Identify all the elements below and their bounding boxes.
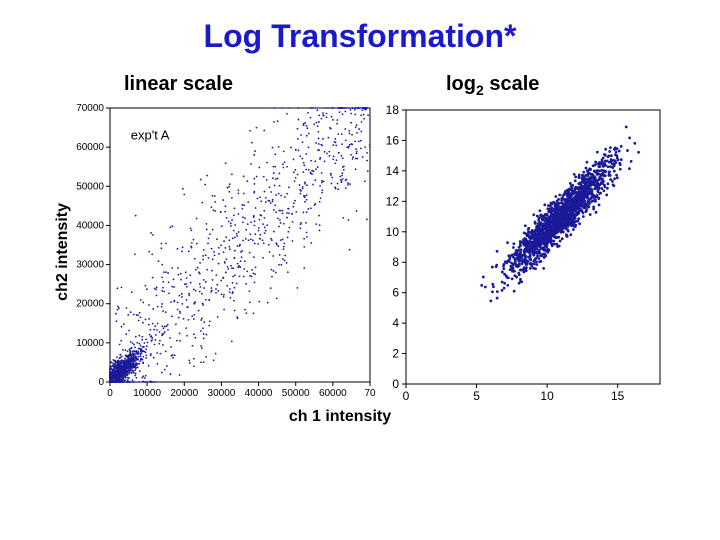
svg-text:70000: 70000 — [76, 103, 104, 114]
svg-text:15: 15 — [611, 389, 625, 403]
svg-text:40000: 40000 — [245, 388, 273, 399]
svg-text:0: 0 — [107, 388, 113, 399]
left-panel: linear scale ch2 intensity 0 10000 20000 30… — [54, 73, 376, 402]
log-scatter-plot: 0 5 10 15 0 2 4 6 8 10 12 14 16 18 — [376, 104, 666, 404]
svg-text:18: 18 — [386, 104, 400, 117]
svg-text:2: 2 — [392, 347, 399, 361]
svg-text:12: 12 — [386, 194, 400, 208]
svg-text:20000: 20000 — [76, 299, 104, 310]
svg-text:10: 10 — [386, 225, 400, 239]
svg-text:0: 0 — [98, 377, 104, 388]
svg-text:14: 14 — [386, 164, 400, 178]
svg-text:0: 0 — [392, 377, 399, 391]
svg-text:50000: 50000 — [76, 181, 104, 192]
svg-text:60000: 60000 — [76, 142, 104, 153]
svg-text:5: 5 — [473, 389, 480, 403]
svg-text:40000: 40000 — [76, 220, 104, 231]
svg-text:4: 4 — [392, 316, 399, 330]
svg-text:0: 0 — [403, 389, 410, 403]
svg-text:16: 16 — [386, 133, 400, 147]
x-axis-label: ch 1 intensity — [0, 408, 720, 426]
left-panel-title: linear scale — [124, 73, 376, 96]
linear-scatter-plot: 0 10000 20000 30000 40000 50000 60000 70 0 10000 2… — [76, 102, 376, 402]
svg-text:10000: 10000 — [133, 388, 161, 399]
right-panel-title: log2 scale — [446, 73, 666, 98]
svg-text:10000: 10000 — [76, 338, 104, 349]
svg-text:exp't A: exp't A — [131, 127, 170, 142]
charts-container: linear scale ch2 intensity 0100002000030… — [0, 73, 720, 404]
y-axis-label: ch2 intensity — [54, 203, 72, 301]
svg-text:70: 70 — [364, 388, 376, 399]
svg-text:10: 10 — [540, 389, 554, 403]
svg-text:30000: 30000 — [208, 388, 236, 399]
right-panel: log2 scale 0 5 10 15 0 2 4 6 8 10 12 14 16 18 — [376, 73, 666, 404]
svg-text:50000: 50000 — [282, 388, 310, 399]
page-title: Log Transformation* — [0, 0, 720, 65]
svg-text:60000: 60000 — [319, 388, 347, 399]
svg-text:20000: 20000 — [170, 388, 198, 399]
svg-text:8: 8 — [392, 255, 399, 269]
svg-text:30000: 30000 — [76, 260, 104, 271]
svg-text:6: 6 — [392, 286, 399, 300]
